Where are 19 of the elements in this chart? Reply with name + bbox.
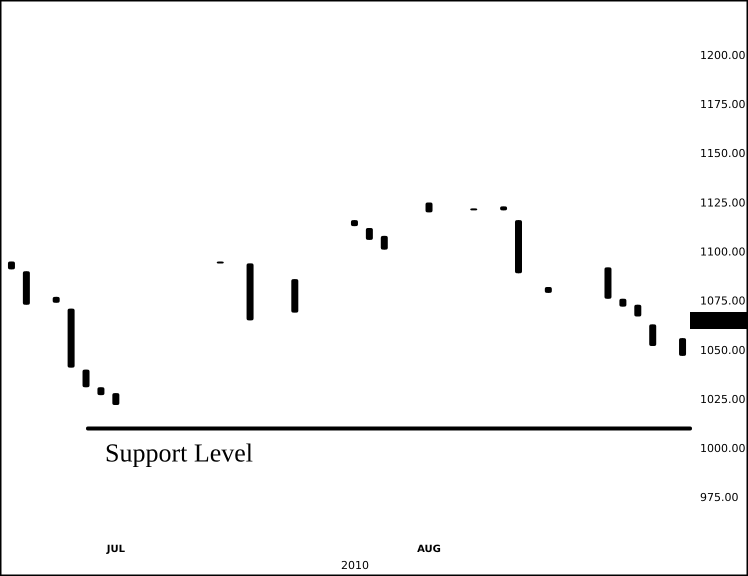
candlestick	[112, 392, 120, 406]
y-tick-label: 1200.00	[700, 48, 746, 62]
y-tick-label: 1175.00	[700, 98, 746, 112]
ref-line-label: Support Level	[105, 438, 254, 468]
x-tick-label: AUG	[417, 544, 441, 555]
y-tick-label: 1150.00	[700, 147, 746, 160]
y-tick-label: 1025.00	[700, 392, 746, 406]
candlestick	[366, 228, 373, 240]
y-tick-label: 1050.00	[700, 344, 746, 357]
y-tick-label: 975.00	[700, 491, 738, 504]
candlestick	[679, 338, 686, 356]
y-tick-label: 1000.00	[700, 442, 746, 456]
y-tick-label: 1075.00	[700, 294, 746, 308]
y-tick-label: 1125.00	[700, 196, 746, 210]
candlestick	[649, 324, 656, 346]
x-tick-label: JUL	[106, 544, 126, 555]
candlestick	[82, 369, 90, 388]
x-axis-title: 2010	[341, 559, 369, 572]
y-tick-label: 1100.00	[700, 245, 746, 258]
